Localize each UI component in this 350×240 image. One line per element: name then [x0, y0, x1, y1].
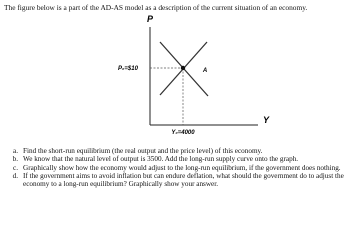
question-text: Find the short-run equilibrium (the real…: [23, 147, 263, 155]
question: d. If the government aims to avoid inflat…: [4, 172, 344, 189]
point-label: A: [202, 68, 207, 74]
ad-as-figure: P Y P₀=$10 Y₀=4000 A: [118, 14, 270, 136]
output-label: Y₀=4000: [171, 130, 195, 136]
question-letter: c.: [13, 163, 18, 172]
page: The figure below is a part of the AD-AS …: [4, 3, 344, 189]
y-axis-label: P: [147, 14, 154, 24]
question: c. Graphically show how the economy would…: [4, 164, 344, 172]
equilibrium-point: [180, 65, 186, 71]
questions: a. Find the short-run equilibrium (the re…: [4, 147, 344, 188]
question-text: We know that the natural level of output…: [23, 155, 299, 164]
x-axis-label: Y: [263, 115, 270, 125]
intro: The figure below is a part of the AD-AS …: [4, 3, 308, 12]
question-letter: a.: [13, 147, 18, 155]
price-label: P₀=$10: [118, 66, 139, 72]
question-text: If the government aims to avoid inflatio…: [23, 171, 344, 189]
question-text: Graphically show how the economy would a…: [23, 163, 341, 172]
question-letter: d.: [12, 171, 18, 180]
question: b. We know that the natural level of outp…: [4, 155, 344, 163]
question-letter: b.: [12, 155, 18, 164]
question: a. Find the short-run equilibrium (the re…: [4, 147, 344, 155]
